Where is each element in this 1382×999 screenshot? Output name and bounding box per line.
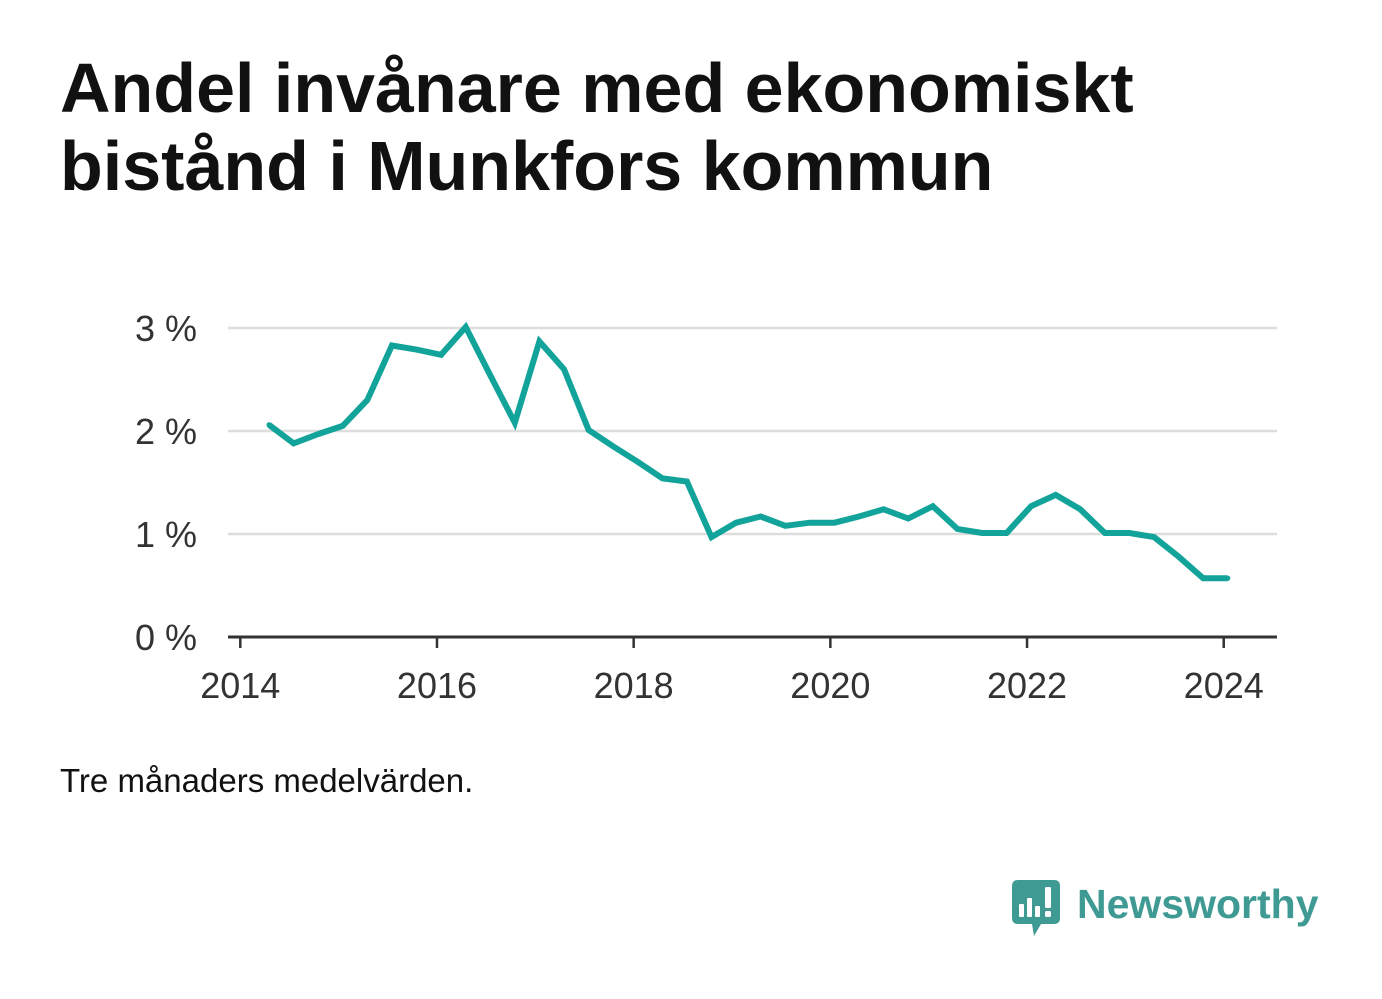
data-point <box>905 516 911 521</box>
data-points <box>266 324 1231 581</box>
data-point <box>1053 492 1059 498</box>
data-point <box>782 523 788 529</box>
data-point <box>1200 575 1206 581</box>
data-point <box>856 514 862 519</box>
data-point <box>684 479 690 484</box>
data-point <box>758 514 764 519</box>
y-tick-label: 0 % <box>135 617 197 658</box>
data-point <box>315 431 321 437</box>
data-point <box>561 366 567 372</box>
data-point <box>954 526 960 532</box>
data-point <box>1028 503 1034 509</box>
data-point <box>1102 530 1108 536</box>
data-point <box>709 534 714 540</box>
y-tick-label: 1 % <box>135 514 197 555</box>
data-point <box>586 427 592 433</box>
data-point <box>291 440 297 446</box>
data-point <box>389 343 395 348</box>
x-tick-label: 2020 <box>790 665 870 706</box>
data-point <box>610 443 616 449</box>
series-line <box>267 321 1228 582</box>
data-point <box>979 530 985 536</box>
data-point <box>807 520 813 526</box>
brand-name: Newsworthy <box>1077 881 1319 927</box>
y-axis: 0 % 1 % 2 % 3 % <box>135 308 197 658</box>
data-point <box>930 503 936 509</box>
data-point <box>1127 530 1132 536</box>
x-tick-label: 2016 <box>397 665 477 706</box>
y-tick-label: 3 % <box>135 308 197 349</box>
footnote: Tre månaders medelvärden. <box>60 762 474 799</box>
data-point <box>1176 554 1182 560</box>
x-tick-label: 2024 <box>1184 665 1264 706</box>
x-tick-label: 2018 <box>594 665 674 706</box>
data-point <box>414 347 419 353</box>
brand-logo: Newsworthy <box>1010 878 1322 940</box>
data-point <box>1151 534 1157 540</box>
data-point <box>463 324 469 330</box>
data-point <box>438 352 444 358</box>
data-point <box>1077 506 1083 512</box>
x-axis: 2014 2016 2018 2020 2022 2024 <box>200 635 1277 706</box>
series-group <box>267 321 1228 582</box>
data-point <box>487 372 493 378</box>
y-tick-label: 2 % <box>135 411 197 452</box>
x-tick-label: 2014 <box>200 665 280 706</box>
chart-title: Andel invånare med ekonomiskt bistånd i … <box>60 49 1134 205</box>
data-point <box>340 423 346 429</box>
data-point <box>733 520 739 526</box>
newsworthy-logo-icon <box>1012 880 1060 936</box>
data-point <box>659 475 665 481</box>
data-point <box>635 459 641 465</box>
data-point <box>512 420 518 426</box>
x-tick-label: 2022 <box>987 665 1067 706</box>
data-point <box>1225 575 1231 581</box>
data-point <box>1004 530 1010 536</box>
data-point <box>881 506 887 512</box>
data-point <box>364 397 370 403</box>
data-point <box>536 338 542 344</box>
data-point <box>266 422 272 428</box>
data-point <box>832 520 837 526</box>
